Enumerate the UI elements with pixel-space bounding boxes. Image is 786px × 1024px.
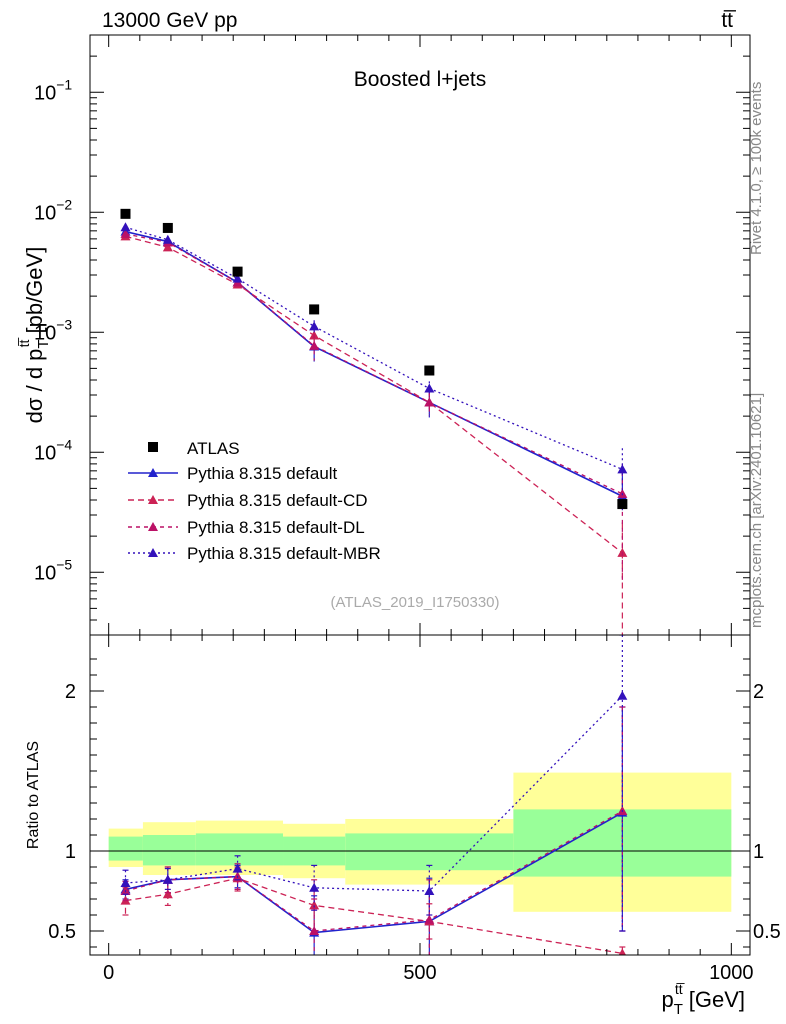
series-marker xyxy=(424,397,435,407)
series-marker xyxy=(309,340,320,350)
series-marker xyxy=(617,464,628,474)
y-tick-label: 10−3 xyxy=(34,316,72,344)
legend-atlas-marker xyxy=(148,442,158,452)
y-tick-label: 10−2 xyxy=(34,196,72,224)
series-ratio-line xyxy=(125,877,623,955)
series-ratio-marker xyxy=(424,886,435,895)
series-ratio-marker xyxy=(162,889,173,899)
energy-label: 13000 GeV pp xyxy=(102,9,237,32)
legend-atlas-label: ATLAS xyxy=(187,439,240,458)
x-axis-label: pTtt̅ [GeV] xyxy=(661,981,745,1018)
green-band xyxy=(108,836,143,861)
atlas-point xyxy=(120,208,131,219)
process-label: tt̅ xyxy=(721,9,737,32)
ratio-tick-label-right: 0.5 xyxy=(753,921,781,943)
series-ratio-marker xyxy=(120,878,131,887)
legend-series-marker xyxy=(148,548,158,557)
atlas-data-points xyxy=(120,208,628,510)
series-ratio-marker xyxy=(617,690,628,700)
series-ratio-marker xyxy=(424,914,435,924)
legend-series-label: Pythia 8.315 default-MBR xyxy=(187,544,381,563)
atlas-point xyxy=(309,304,320,315)
series-ratio-marker xyxy=(309,926,320,935)
series-marker xyxy=(120,222,131,232)
chart-title: Boosted l+jets xyxy=(354,68,487,91)
x-tick-label: 0 xyxy=(103,962,114,984)
legend-series-marker xyxy=(148,522,158,531)
series-marker xyxy=(309,321,320,331)
uncertainty-bands xyxy=(108,772,732,912)
green-band xyxy=(195,833,284,866)
y-tick-label: 10−5 xyxy=(34,556,72,584)
y-tick-label: 10−4 xyxy=(34,436,72,464)
ratio-tick-label: 1 xyxy=(65,841,76,863)
legend-series-label: Pythia 8.315 default-DL xyxy=(187,518,365,537)
series-ratio-line xyxy=(125,695,623,892)
atlas-point xyxy=(232,266,243,277)
x-tick-label: 500 xyxy=(403,962,436,984)
ratio-panel-series xyxy=(120,635,628,955)
atlas-point xyxy=(424,365,435,376)
green-band xyxy=(345,833,514,871)
green-band xyxy=(142,835,196,866)
series-ratio-marker xyxy=(309,900,320,910)
ratio-tick-label-right: 2 xyxy=(753,681,764,703)
legend-series-marker xyxy=(148,495,158,504)
series-marker xyxy=(232,273,243,283)
ratio-tick-label: 0.5 xyxy=(48,921,76,943)
main-panel-series xyxy=(120,222,628,635)
legend: ATLAS Pythia 8.315 default Pythia 8.315 de… xyxy=(128,439,381,563)
analysis-id: (ATLAS_2019_I1750330) xyxy=(330,594,499,611)
rivet-label: Rivet 4.1.0, ≥ 100k events xyxy=(748,82,765,255)
x-tick-label: 1000 xyxy=(709,962,754,984)
legend-series-marker xyxy=(148,468,158,477)
ratio-tick-label-right: 1 xyxy=(753,841,764,863)
axis-ticks: 0 500 1000 10−5 10−4 10−3 10−2 10−1 0.5 0.5 1 1 2 2 xyxy=(34,35,781,984)
series-marker xyxy=(120,228,131,238)
series-ratio-marker xyxy=(162,874,173,884)
atlas-point xyxy=(162,222,173,233)
ratio-tick-label: 2 xyxy=(65,681,76,703)
series-line xyxy=(125,226,623,470)
ratio-axis-label: Ratio to ATLAS xyxy=(25,741,42,849)
series-line xyxy=(125,233,623,495)
mcplots-label: mcplots.cern.ch [arXiv:2401.10621] xyxy=(748,393,765,628)
series-marker xyxy=(162,242,173,252)
y-axis-label: dσ / d pTtt̅ [pb/GeV] xyxy=(16,247,52,424)
y-tick-label: 10−1 xyxy=(34,76,72,104)
legend-series-label: Pythia 8.315 default-CD xyxy=(187,491,368,510)
series-ratio-line xyxy=(125,811,623,934)
series-ratio-marker xyxy=(309,882,320,892)
atlas-point xyxy=(617,499,628,510)
legend-series-label: Pythia 8.315 default xyxy=(187,464,338,483)
series-ratio-line xyxy=(125,810,623,932)
series-marker xyxy=(424,383,435,393)
series-ratio-marker xyxy=(232,863,243,873)
series-ratio-marker xyxy=(618,948,627,955)
series-marker xyxy=(162,234,173,244)
